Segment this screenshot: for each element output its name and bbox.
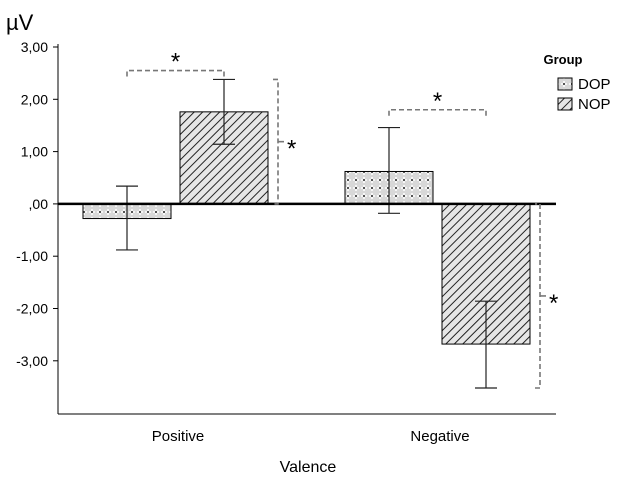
unit-label: µV xyxy=(6,10,34,35)
significance-star: * xyxy=(549,290,558,317)
x-tick-label: Positive xyxy=(152,428,205,445)
legend-swatch-dop xyxy=(557,77,573,91)
y-tick-label: 1,00 xyxy=(21,144,48,160)
y-tick-label: ,00 xyxy=(29,196,49,212)
legend-label-dop: DOP xyxy=(578,76,611,93)
x-axis-title: Valence xyxy=(280,459,337,476)
y-tick-label: 3,00 xyxy=(21,39,48,55)
y-tick-label: -2,00 xyxy=(16,301,48,317)
y-tick-label: 2,00 xyxy=(21,91,48,107)
significance-star: * xyxy=(171,49,180,76)
significance-bracket-vertical xyxy=(535,203,541,389)
y-tick-label: -1,00 xyxy=(16,248,48,264)
significance-bracket-vertical xyxy=(273,78,279,205)
y-tick-label: -3,00 xyxy=(16,353,48,369)
legend-swatch-nop xyxy=(557,97,573,111)
significance-bracket xyxy=(388,108,487,116)
legend-title: Group xyxy=(544,52,583,67)
legend-label-nop: NOP xyxy=(578,96,611,113)
significance-bracket xyxy=(126,69,225,77)
legend: Group DOP NOP xyxy=(544,52,611,113)
plot-area: 3,00 2,00 1,00 ,00 -1,00 -2,00 -3,00 Positive Ne… xyxy=(16,39,558,445)
x-tick-label: Negative xyxy=(410,428,469,445)
significance-star: * xyxy=(433,88,442,115)
significance-star: * xyxy=(287,136,296,163)
